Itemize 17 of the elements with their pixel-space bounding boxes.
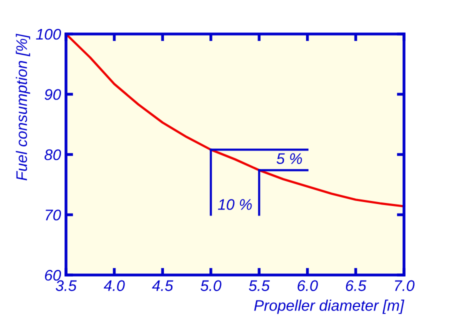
x-tick-label: 3.5 [56, 280, 77, 292]
x-tick-label: 6.0 [298, 280, 318, 292]
y-tick-label: 70 [46, 210, 62, 220]
annotation: 10 % [218, 199, 252, 210]
x-tick-label: 7.0 [394, 280, 414, 292]
x-axis-title: Propeller diameter [m] [254, 300, 404, 314]
x-tick-label: 4.5 [152, 280, 174, 292]
y-tick-label: 60 [45, 270, 62, 281]
x-tick-label: 4.0 [104, 280, 125, 292]
x-tick-label: 5.0 [200, 280, 222, 292]
annotation: 5 % [276, 153, 302, 164]
y-tick-label: 90 [44, 89, 62, 100]
x-tick-label: 6.5 [346, 280, 366, 292]
x-tick-label: 5.5 [248, 280, 270, 292]
y-tick-label: 100 [36, 28, 62, 40]
y-tick-label: 80 [44, 149, 62, 160]
y-axis-title: Fuel consumption [%] [16, 34, 30, 180]
